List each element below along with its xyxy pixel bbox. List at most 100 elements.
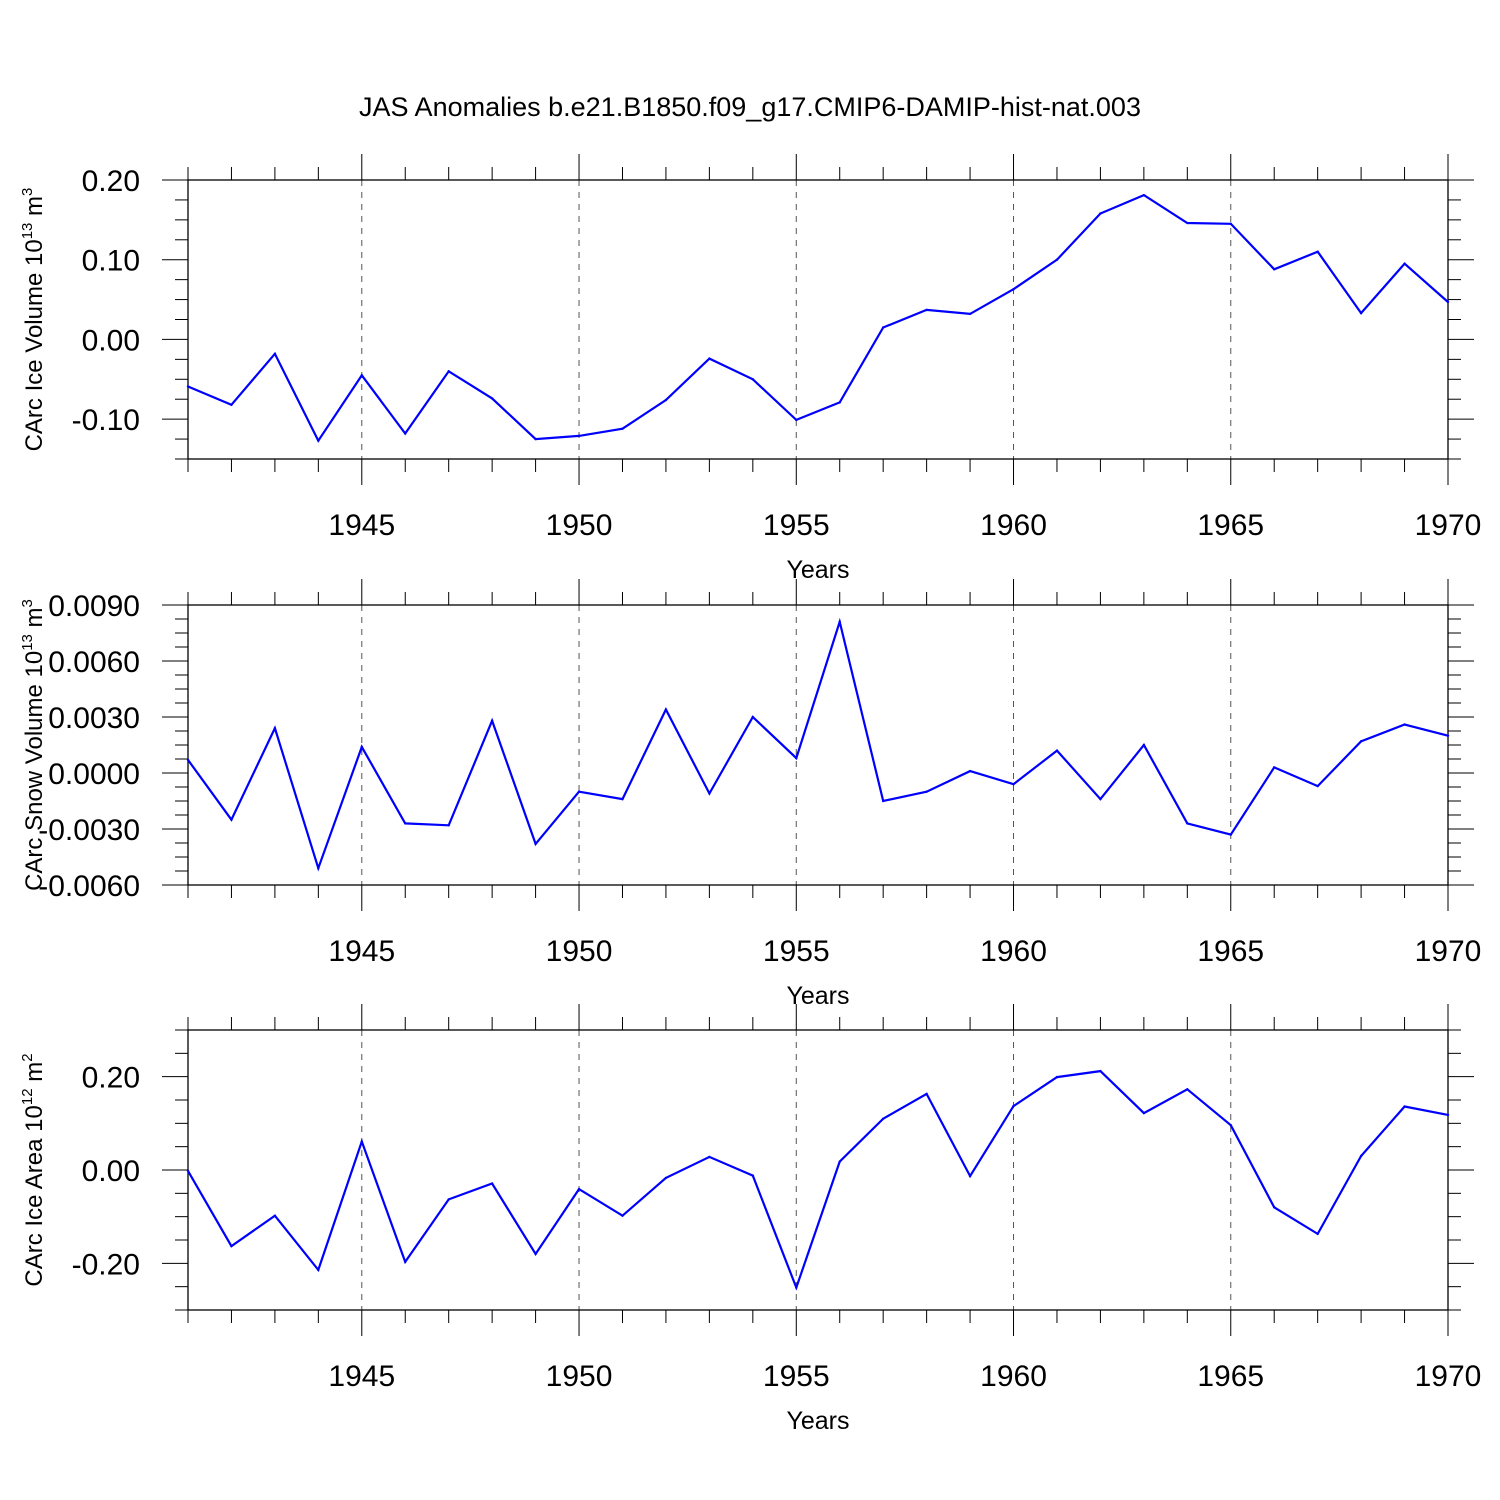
y-axis-title-exponent: 12: [19, 1088, 36, 1105]
data-point: [1055, 1075, 1059, 1079]
data-point: [621, 797, 624, 801]
x-tick-label: 1970: [1415, 509, 1482, 542]
series-line: [187, 617, 1449, 872]
y-axis-title: CArc Ice Area 1012 m2: [19, 1053, 48, 1286]
data-point: [273, 727, 277, 730]
chart-panel-1: 1945 1950 1955 1960 1965 1970 Years 0.20 0.10 0.0…: [19, 154, 1481, 584]
data-point: [1229, 833, 1232, 836]
x-axis-title: Years: [786, 1407, 849, 1435]
data-point: [1229, 222, 1232, 226]
data-point: [534, 437, 537, 441]
x-axis-title: Years: [786, 982, 849, 1010]
data-point: [273, 1214, 277, 1217]
data-point: [881, 1117, 885, 1120]
x-tick-label: 1950: [546, 935, 613, 968]
data-point: [447, 1198, 450, 1201]
data-point: [1099, 212, 1102, 215]
x-tick-label: 1960: [980, 935, 1047, 968]
data-point: [1055, 749, 1059, 752]
plot-frame: [187, 179, 1449, 460]
data-point: [1012, 288, 1015, 291]
data-point: [1142, 1111, 1146, 1115]
data-point: [360, 1140, 363, 1143]
y-tick-label: 0.0090: [48, 590, 140, 623]
x-tick-label: 1950: [546, 509, 613, 542]
data-point: [317, 867, 320, 870]
y-axis-title-text: CArc Ice Volume 10: [21, 239, 48, 451]
x-tick-label: 1945: [328, 509, 395, 542]
data-point: [534, 1252, 537, 1256]
data-point: [881, 326, 885, 329]
y-axis-title: CArc Ice Volume 1013 m3: [19, 188, 48, 452]
data-point: [1055, 258, 1059, 261]
x-axis-title: Years: [786, 556, 849, 584]
y-axis-title: CArc Snow Volume 1013 m3: [19, 599, 48, 891]
series-line: [187, 193, 1449, 443]
data-point: [534, 842, 537, 846]
data-point: [186, 758, 190, 762]
data-point: [925, 790, 928, 793]
data-point: [230, 818, 233, 821]
data-point: [838, 401, 841, 404]
y-tick-label: 0.20: [82, 1062, 140, 1095]
data-point: [708, 1155, 711, 1159]
data-point: [447, 370, 450, 373]
data-point: [1403, 723, 1406, 726]
data-point: [404, 432, 407, 435]
data-point: [838, 1160, 841, 1163]
x-tick-label: 1965: [1197, 935, 1264, 968]
data-point: [621, 1214, 624, 1217]
data-point: [1186, 822, 1189, 825]
data-point: [1273, 1206, 1276, 1209]
data-point: [577, 790, 581, 793]
data-point: [230, 1244, 233, 1248]
data-point: [360, 745, 363, 749]
data-point: [968, 312, 972, 316]
x-tick-label: 1965: [1197, 1360, 1264, 1393]
data-point: [1142, 193, 1146, 197]
data-point: [1012, 1104, 1015, 1108]
data-point: [1316, 784, 1319, 788]
data-point: [1316, 250, 1319, 253]
data-point: [751, 1174, 755, 1177]
data-point: [1403, 262, 1406, 265]
y-axis-title-unit: m: [21, 196, 48, 223]
data-point: [1359, 1154, 1363, 1158]
data-point: [490, 1182, 494, 1185]
data-point: [317, 439, 320, 442]
data-point: [1446, 734, 1450, 737]
data-point: [968, 1174, 972, 1178]
data-point: [1099, 1069, 1102, 1073]
x-tick-label: 1970: [1415, 935, 1482, 968]
data-point: [664, 708, 668, 711]
data-point: [490, 397, 494, 400]
y-axis-title-unit-exponent: 3: [19, 188, 36, 196]
chart-title: JAS Anomalies b.e21.B1850.f09_g17.CMIP6-…: [359, 92, 1141, 122]
data-point: [838, 620, 841, 623]
data-point: [404, 822, 407, 825]
x-tick-label: 1955: [763, 1360, 830, 1393]
x-tick-label: 1955: [763, 935, 830, 968]
y-axis-title-exponent: 13: [19, 634, 36, 651]
data-point: [360, 374, 363, 377]
data-point: [1186, 1088, 1189, 1091]
data-point: [751, 378, 755, 381]
y-tick-label: 0.0030: [48, 702, 140, 735]
data-point: [664, 398, 668, 402]
data-point: [230, 403, 233, 406]
x-tick-label: 1945: [328, 935, 395, 968]
data-point: [186, 385, 190, 388]
data-point: [708, 357, 711, 360]
data-point: [1403, 1105, 1406, 1108]
data-point: [621, 427, 624, 430]
data-point: [1012, 783, 1015, 786]
x-tick-label: 1970: [1415, 1360, 1482, 1393]
y-tick-label: 0.10: [82, 245, 140, 278]
data-point: [925, 308, 928, 312]
x-tick-label: 1950: [546, 1360, 613, 1393]
data-point: [795, 1286, 798, 1289]
data-point: [1446, 1113, 1450, 1117]
y-tick-label: 0.00: [82, 1155, 140, 1188]
data-point: [1446, 300, 1450, 304]
